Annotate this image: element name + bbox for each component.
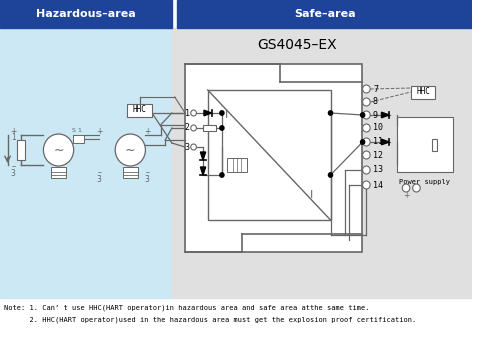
Bar [185, 64, 362, 252]
Circle shape [220, 126, 224, 130]
Text: ∼: ∼ [125, 144, 136, 156]
Text: –: – [399, 162, 404, 172]
Text: Hazardous–area: Hazardous–area [36, 9, 136, 19]
Text: Note: 1. Can’ t use HHC(HART operator)in hazardous area and safe area atthe same: Note: 1. Can’ t use HHC(HART operator)in… [4, 305, 370, 311]
Text: 1: 1 [185, 108, 190, 118]
Circle shape [328, 111, 332, 115]
Circle shape [362, 181, 370, 189]
Bar [0, 28, 172, 298]
Text: 14: 14 [373, 181, 383, 189]
Text: 9: 9 [373, 111, 378, 119]
Bar [0, 0, 172, 28]
Circle shape [115, 134, 146, 166]
Circle shape [412, 184, 420, 192]
Text: 13: 13 [373, 166, 383, 175]
Circle shape [360, 140, 364, 144]
Circle shape [362, 151, 370, 159]
Text: 3: 3 [145, 175, 150, 183]
Text: 3: 3 [185, 142, 190, 152]
Text: –: – [146, 168, 149, 177]
Circle shape [362, 85, 370, 93]
Text: +: + [398, 118, 405, 126]
Text: +: + [96, 126, 102, 135]
Bar [203, 125, 216, 131]
Bar [396, 117, 454, 172]
Text: 8: 8 [373, 98, 378, 106]
Bar [432, 139, 437, 151]
Text: 11: 11 [373, 138, 383, 147]
Text: 2: 2 [185, 124, 190, 133]
Bar [128, 104, 152, 117]
Bar [51, 167, 66, 178]
Polygon shape [200, 167, 205, 175]
Circle shape [360, 113, 364, 117]
Bar [208, 90, 330, 220]
Text: 2: 2 [78, 136, 82, 141]
Text: –: – [446, 162, 450, 172]
Text: +: + [445, 118, 452, 126]
Bar [17, 140, 24, 160]
Text: HHC: HHC [416, 88, 430, 97]
Circle shape [362, 138, 370, 146]
Text: Power supply: Power supply [400, 179, 450, 185]
Bar [123, 167, 138, 178]
Circle shape [44, 134, 74, 166]
Text: +: + [403, 190, 409, 199]
Text: GS4045–EX: GS4045–EX [258, 38, 338, 52]
Circle shape [328, 173, 332, 177]
Polygon shape [382, 139, 389, 145]
Text: Safe–area: Safe–area [294, 9, 356, 19]
Circle shape [402, 184, 410, 192]
Bar [226, 158, 248, 172]
Text: –: – [97, 168, 101, 177]
Circle shape [362, 111, 370, 119]
Bar [72, 135, 84, 143]
Circle shape [220, 111, 224, 115]
Circle shape [190, 110, 196, 116]
Text: I: I [225, 110, 228, 120]
Text: 2. HHC(HART operator)used in the hazardous area must get the explosion proof cer: 2. HHC(HART operator)used in the hazardo… [4, 317, 416, 323]
Circle shape [190, 125, 196, 131]
Bar [172, 28, 472, 298]
Polygon shape [200, 152, 205, 160]
Circle shape [362, 166, 370, 174]
Text: 1: 1 [78, 128, 82, 133]
Text: –: – [11, 162, 16, 172]
Circle shape [190, 144, 196, 150]
Text: 1: 1 [11, 133, 16, 142]
Text: 10: 10 [373, 124, 383, 133]
Circle shape [362, 124, 370, 132]
Circle shape [362, 98, 370, 106]
Text: ∼: ∼ [54, 144, 64, 156]
Bar [176, 0, 472, 28]
Text: HHC: HHC [133, 105, 146, 114]
Bar [411, 85, 436, 98]
Text: 12: 12 [373, 150, 383, 160]
Circle shape [220, 173, 224, 177]
Text: +: + [144, 126, 150, 135]
Text: 3: 3 [11, 168, 16, 177]
Text: 7: 7 [373, 84, 378, 93]
Text: I: I [310, 190, 313, 200]
Text: S: S [72, 128, 76, 133]
Polygon shape [204, 110, 212, 116]
Text: 3: 3 [96, 175, 102, 183]
Polygon shape [382, 112, 389, 118]
Text: +: + [10, 127, 16, 136]
